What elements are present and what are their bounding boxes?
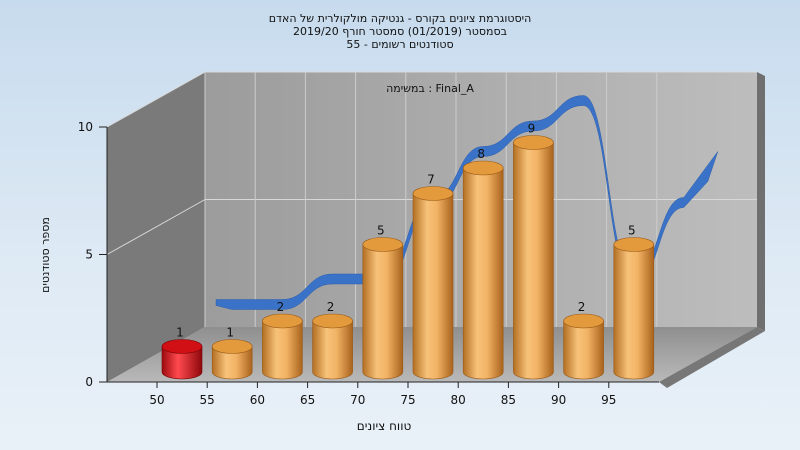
bar-value-label: 2 — [578, 300, 586, 314]
bar — [262, 313, 303, 380]
bar — [362, 237, 404, 380]
chart-title-line-3: סטודנטים רשומים - 55 — [346, 38, 454, 51]
bar-value-label: 7 — [427, 173, 435, 187]
bar — [161, 339, 203, 380]
bar — [513, 135, 554, 380]
chart-title-line-2: בסמסטר (01/2019) סמסטר חורף 2019/20 — [293, 25, 507, 38]
y-tick-label: 5 — [85, 248, 93, 262]
bar — [462, 160, 504, 380]
bar-value-label: 1 — [176, 326, 184, 340]
bar-body — [513, 142, 554, 380]
bar-top — [563, 313, 604, 329]
x-tick-label: 75 — [400, 393, 415, 407]
bar-top — [613, 237, 655, 252]
y-tick-label: 0 — [85, 375, 93, 389]
y-tick-label: 10 — [78, 120, 93, 134]
bar-top — [161, 339, 203, 354]
bar — [613, 237, 655, 380]
bar-top — [513, 135, 554, 150]
bar-top — [362, 237, 404, 252]
bar-body — [412, 193, 454, 380]
bar — [412, 186, 454, 380]
bar-value-label: 2 — [277, 300, 285, 314]
bar — [563, 313, 604, 380]
bar-body — [462, 167, 504, 380]
y-axis-title: מספר סטודנטים — [39, 217, 52, 293]
chart-title-line-1: היסטוגרמת ציונים בקורס - גנטיקה מולקולרי… — [268, 12, 532, 25]
x-tick-label: 60 — [250, 393, 265, 407]
bar-body — [563, 320, 604, 380]
bar-body — [312, 320, 353, 380]
x-tick-label: 70 — [350, 393, 365, 407]
bar-value-label: 2 — [327, 300, 335, 314]
bar-top — [462, 160, 504, 176]
x-tick-label: 95 — [601, 393, 616, 407]
x-axis-title: טווח ציונים — [357, 419, 412, 433]
bar-value-label: 1 — [226, 326, 234, 340]
bar-top — [312, 313, 353, 329]
bar-value-label: 5 — [377, 224, 385, 238]
bar-top — [262, 313, 303, 329]
annotation-label: במשימה : Final_A — [386, 82, 474, 95]
bar-body — [613, 244, 655, 380]
bar — [312, 313, 353, 380]
bar-body — [161, 346, 203, 380]
bar — [211, 339, 253, 380]
bar-body — [362, 244, 404, 380]
grid-line-side — [106, 199, 206, 255]
bar-body — [211, 346, 253, 380]
x-tick-label: 65 — [300, 393, 315, 407]
grid-line-side — [106, 71, 206, 128]
x-tick-label: 80 — [451, 393, 466, 407]
x-tick-label: 50 — [149, 393, 164, 407]
x-tick-label: 55 — [200, 393, 215, 407]
floor-edge-shadow — [659, 327, 765, 388]
x-tick-label: 85 — [501, 393, 516, 407]
bar-value-label: 5 — [628, 224, 636, 238]
bar-value-label: 9 — [528, 122, 536, 136]
bar-value-label: 8 — [477, 147, 485, 161]
x-tick-label: 90 — [551, 393, 566, 407]
bar-top — [211, 339, 253, 354]
right-wall-shadow — [757, 72, 765, 331]
bar-top — [412, 186, 454, 201]
bar-body — [262, 320, 303, 380]
